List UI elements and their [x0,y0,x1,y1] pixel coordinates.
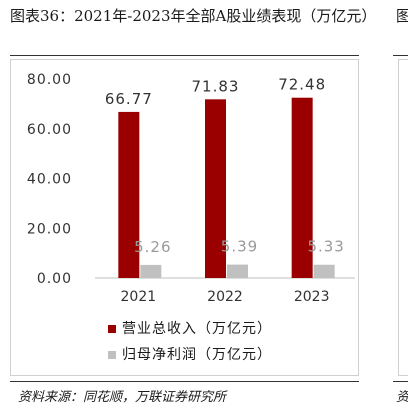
x-tick-label: 2021 [121,289,157,305]
legend-label-profit: 归母净利润（万亿元） [122,347,272,363]
top-rule-adjacent [393,55,408,56]
data-label-revenue: 71.83 [192,77,240,95]
adjacent-chart-frame [398,59,408,376]
bottom-rule [10,381,359,382]
y-tick-label: 40.00 [27,172,72,188]
adjacent-figure-title: 图 [396,7,408,25]
y-tick-label: 80.00 [27,72,72,88]
x-tick-label: 2022 [207,289,243,305]
data-label-profit: 5.39 [221,238,258,256]
bar-revenue [205,99,226,278]
bar-profit [313,264,335,278]
y-tick-label: 0.00 [37,271,72,287]
x-tick-label: 2023 [294,289,330,305]
figure-title: 图表36：2021年-2023年全部A股业绩表现（万亿元） [10,7,377,25]
source-note: 资料来源：同花顺，万联证券研究所 [18,390,227,405]
data-label-profit: 5.26 [134,238,171,256]
top-rule [10,55,359,56]
bar-revenue [291,97,313,279]
adjacent-source-note: 资 [396,390,408,405]
legend-item-revenue: 营业总收入（万亿元） [108,318,272,338]
legend-label-revenue: 营业总收入（万亿元） [122,321,272,337]
legend-swatch-revenue [108,325,116,333]
bar-profit [227,264,248,278]
legend-swatch-profit [108,351,116,359]
y-tick-label: 20.00 [27,221,72,237]
data-label-revenue: 72.48 [278,76,326,94]
data-label-revenue: 66.77 [105,90,153,108]
y-tick-label: 60.00 [27,122,72,138]
data-label-profit: 5.33 [307,238,344,256]
chart-frame [10,59,359,376]
bottom-rule-adjacent [393,381,408,382]
legend-item-profit: 归母净利润（万亿元） [108,344,272,364]
bar-profit [140,264,162,278]
bar-revenue [118,111,140,278]
